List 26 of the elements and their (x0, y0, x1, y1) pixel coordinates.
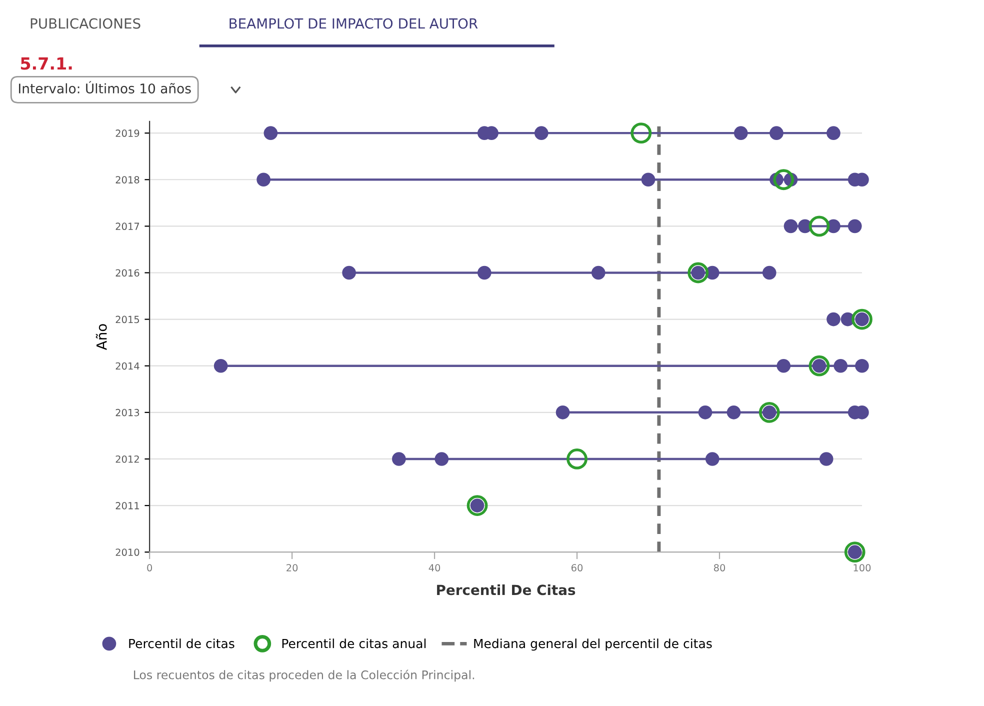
text: Los recuentos de citas proceden de la Colección Principal. (134, 670, 474, 682)
y-tick-label: 2011 (116, 502, 139, 510)
y-tick-label: 2014 (116, 362, 140, 370)
text: BEAMPLOT DE IMPACTO DEL AUTOR (230, 18, 478, 29)
x-axis-title: Percentil De Citas (437, 584, 576, 596)
text: PUBLICACIONES (30, 18, 140, 29)
legend-label: Mediana general del percentil de citas (474, 638, 712, 651)
y-tick-label: 2013 (116, 408, 140, 416)
y-tick-label: 2018 (116, 176, 140, 184)
legend-label: Percentil de citas anual (282, 638, 426, 648)
x-tick-label: 0 (147, 564, 152, 572)
text: 5.7.1. (20, 57, 72, 70)
legend-label: Percentil de citas (129, 638, 234, 648)
x-tick-label: 60 (572, 564, 583, 572)
x-tick-label: 40 (428, 564, 440, 572)
x-tick-label: 80 (714, 564, 726, 572)
y-tick-label: 2015 (116, 316, 139, 324)
x-tick-label: 20 (286, 564, 298, 572)
y-tick-label: 2017 (116, 222, 140, 230)
text: Intervalo: Últimos 10 años (19, 81, 191, 94)
y-tick-label: 2016 (116, 269, 140, 277)
y-tick-label: 2010 (116, 548, 140, 556)
y-tick-label: 2012 (116, 455, 139, 463)
y-axis-title: Año (96, 324, 107, 350)
y-tick-label: 2019 (116, 130, 140, 137)
x-tick-label: 100 (854, 564, 871, 572)
